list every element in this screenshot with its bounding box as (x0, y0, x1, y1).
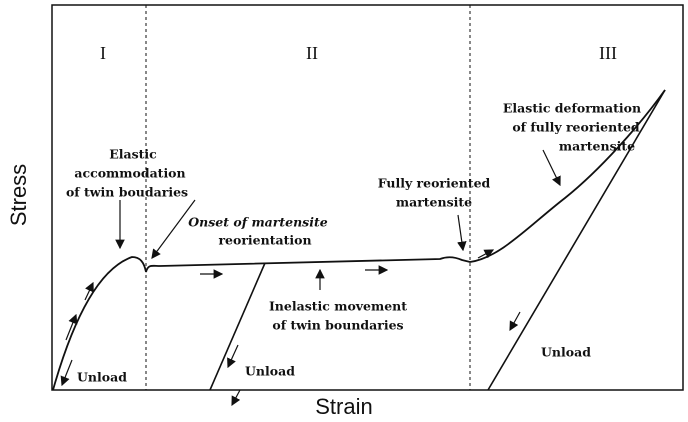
annotation: of twin boudaries (66, 185, 188, 200)
unload-line (487, 89, 666, 391)
annotation: reorientation (218, 233, 311, 248)
annotation: Unload (245, 364, 295, 379)
region-label: II (306, 43, 318, 63)
annotation: Unload (77, 370, 127, 385)
region-label: I (100, 43, 106, 63)
stress-strain-curve (52, 89, 666, 391)
arrows (60, 149, 561, 407)
annotation: of twin boundaries (272, 318, 403, 333)
annotation: Inelastic movement (269, 299, 407, 314)
y-axis-label: Stress (6, 164, 31, 226)
unload-line (209, 262, 266, 391)
annotation: accommodation (74, 166, 185, 181)
x-axis-label: Strain (315, 394, 372, 419)
annotation: martensite (396, 195, 472, 210)
region-label: III (599, 43, 617, 63)
annotation: of fully reoriented (512, 120, 640, 135)
annotation: Elastic deformation (503, 101, 641, 116)
frame (51, 4, 684, 391)
annotation: Onset of martensite (188, 215, 327, 230)
annotation: Unload (541, 345, 591, 360)
annotation: martensite (559, 139, 635, 154)
annotation: Elastic (109, 147, 157, 162)
annotation: Fully reoriented (378, 176, 491, 191)
